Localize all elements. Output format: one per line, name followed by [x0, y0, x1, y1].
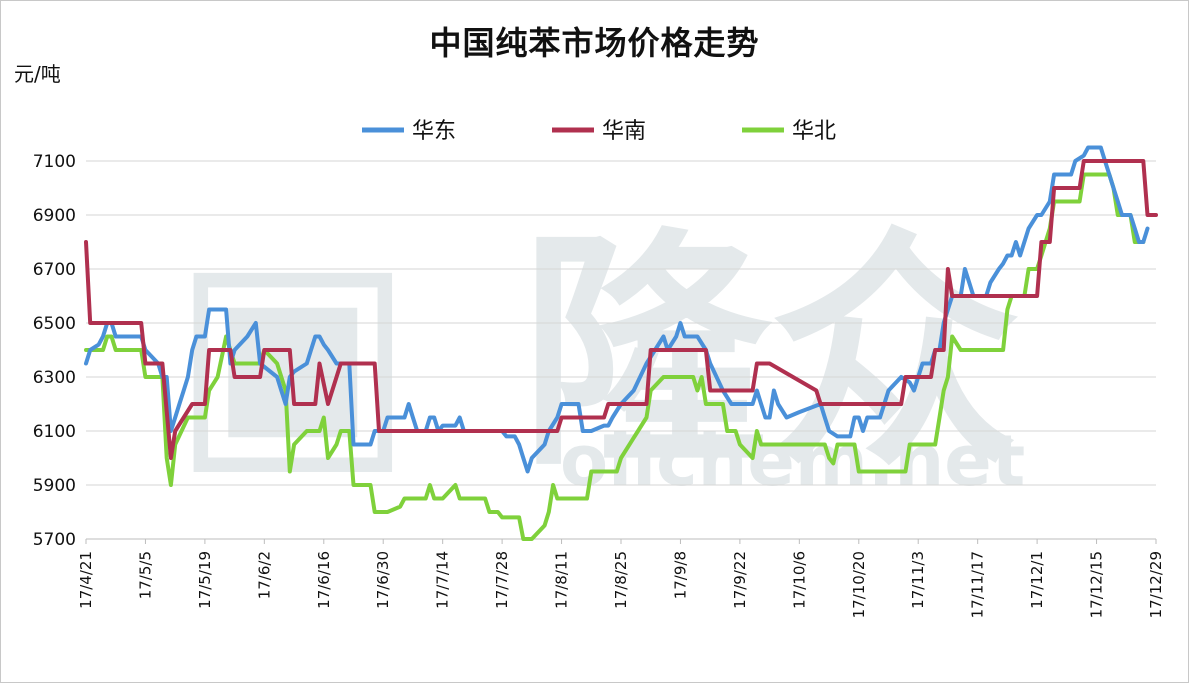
y-tick-label: 5700 — [33, 530, 76, 550]
y-tick-label: 7100 — [33, 152, 76, 172]
x-tick-label: 17/12/15 — [1088, 551, 1106, 618]
legend-label: 华南 — [602, 119, 646, 144]
x-tick-label: 17/11/3 — [909, 551, 927, 609]
y-tick-label: 6900 — [33, 206, 76, 226]
x-tick-label: 17/8/11 — [553, 551, 571, 609]
x-tick-label: 17/12/29 — [1147, 551, 1165, 618]
series-line-华南 — [84, 159, 1158, 460]
legend-label: 华东 — [412, 119, 456, 144]
watermark-domain: oilchem.net — [560, 420, 1025, 502]
x-tick-label: 17/5/5 — [136, 551, 154, 599]
legend: 华东 华南 华北 — [362, 119, 836, 144]
x-tick-label: 17/6/2 — [255, 551, 273, 599]
x-tick-label: 17/8/25 — [612, 551, 630, 609]
series-line-华北 — [84, 172, 1146, 541]
y-tick-label: 6700 — [33, 260, 76, 280]
x-tick-label: 17/7/28 — [493, 551, 511, 609]
x-tick-label: 17/11/17 — [969, 551, 987, 618]
series-line-华东 — [84, 145, 1150, 474]
x-tick-label: 17/10/6 — [790, 551, 808, 609]
legend-label: 华北 — [792, 119, 836, 144]
chart-title: 中国纯苯市场价格走势 — [429, 24, 760, 62]
x-tick-label: 17/9/8 — [671, 551, 689, 599]
x-tick-label: 17/9/22 — [731, 551, 749, 609]
y-tick-label: 6100 — [33, 422, 76, 442]
x-tick-label: 17/6/30 — [374, 551, 392, 609]
y-tick-label: 6300 — [33, 368, 76, 388]
y-tick-label: 5900 — [33, 476, 76, 496]
series-lines — [84, 145, 1158, 541]
x-tick-label: 17/12/1 — [1028, 551, 1046, 609]
x-tick-label: 17/10/20 — [850, 551, 868, 618]
y-tick-label: 6500 — [33, 314, 76, 334]
x-tick-label: 17/7/14 — [434, 551, 452, 609]
y-axis-ticks: 5700 5900 6100 6300 6500 6700 6900 7100 — [33, 152, 76, 550]
x-tick-label: 17/5/19 — [196, 551, 214, 609]
y-axis-unit-label: 元/吨 — [14, 62, 61, 86]
x-tick-label: 17/4/21 — [77, 551, 95, 609]
x-tick-label: 17/6/16 — [315, 551, 333, 609]
x-axis-ticks: 17/4/21 17/5/5 17/5/19 17/6/2 17/6/16 17/6/30… — [77, 539, 1165, 618]
